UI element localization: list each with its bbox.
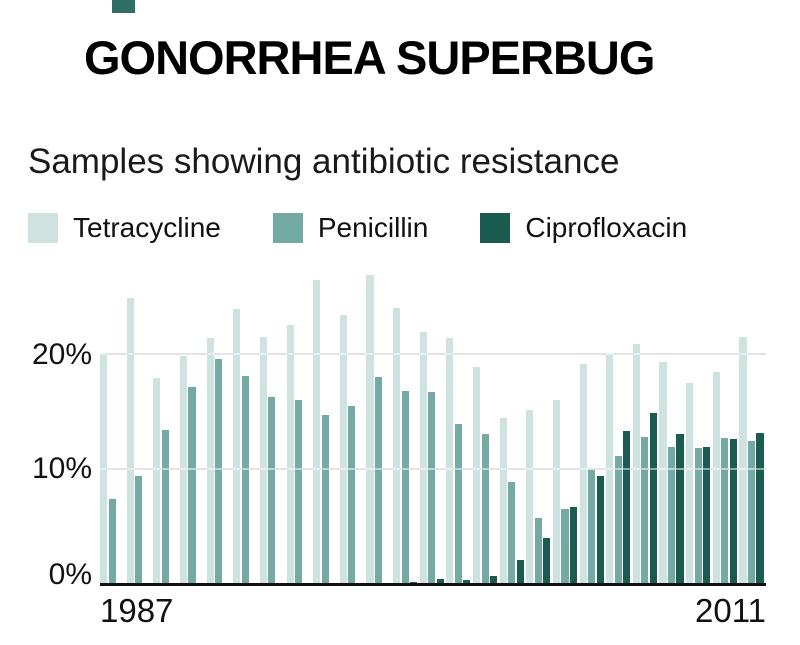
- bar-ciprofloxacin-2011: [756, 433, 764, 585]
- penicillin-swatch-icon: [272, 213, 303, 243]
- x-tick-1987: 1987: [100, 592, 174, 629]
- bar-tetracycline-2000: [446, 337, 454, 585]
- bar-penicillin-2006: [614, 456, 622, 585]
- bar-tetracycline-2004: [552, 399, 561, 585]
- legend-item-penicillin: Penicillin: [272, 212, 429, 244]
- bar-ciprofloxacin-2004: [569, 506, 578, 585]
- bar-penicillin-2008: [667, 447, 676, 585]
- bar-tetracycline-2007: [632, 343, 640, 585]
- bar-ciprofloxacin-2002: [516, 559, 524, 585]
- bar-penicillin-1989: [161, 429, 169, 585]
- bar-tetracycline-1988: [126, 297, 134, 585]
- bar-tetracycline-2001: [473, 366, 481, 585]
- bar-tetracycline-1993: [259, 336, 267, 585]
- bar-penicillin-1995: [321, 414, 329, 585]
- bar-penicillin-1991: [215, 358, 223, 585]
- bar-penicillin-2007: [641, 436, 649, 585]
- legend-label: Penicillin: [317, 212, 429, 243]
- bar-penicillin-1988: [135, 475, 143, 585]
- bar-ciprofloxacin-2007: [649, 412, 657, 585]
- bar-ciprofloxacin-2005: [596, 475, 604, 585]
- plot-area: [100, 270, 766, 586]
- bar-tetracycline-2008: [659, 362, 667, 585]
- bar-penicillin-2001: [481, 434, 489, 585]
- bar-penicillin-1993: [268, 396, 276, 585]
- bar-penicillin-1987: [108, 498, 116, 585]
- gridline-10-overlay: [100, 468, 766, 470]
- bar-penicillin-2011: [747, 441, 756, 585]
- bar-penicillin-2009: [694, 448, 702, 585]
- legend-item-tetracycline: Tetracycline: [28, 212, 221, 244]
- x-tick-2011: 2011: [695, 592, 766, 629]
- bar-tetracycline-1998: [393, 307, 401, 585]
- chart-title: GONORRHEA SUPERBUG: [84, 31, 655, 84]
- bar-penicillin-2004: [561, 509, 569, 585]
- bar-tetracycline-2009: [686, 382, 694, 585]
- bar-ciprofloxacin-2009: [703, 447, 711, 585]
- bar-tetracycline-1989: [153, 378, 161, 585]
- bar-tetracycline-2005: [579, 364, 587, 585]
- brand-mark: [112, 0, 135, 13]
- bar-penicillin-2003: [534, 518, 542, 585]
- bar-tetracycline-1996: [339, 314, 347, 585]
- y-tick-0: 0%: [48, 558, 92, 591]
- legend-item-ciprofloxacin: Ciprofloxacin: [480, 212, 687, 244]
- bar-penicillin-2000: [454, 424, 462, 585]
- bar-ciprofloxacin-2006: [623, 430, 631, 585]
- bar-penicillin-1999: [428, 391, 436, 585]
- bar-ciprofloxacin-2001: [490, 575, 498, 585]
- bar-penicillin-2005: [588, 470, 596, 585]
- chart-subtitle: Samples showing antibiotic resistance: [28, 142, 620, 181]
- legend-label: Ciprofloxacin: [525, 212, 688, 243]
- tetracycline-swatch-icon: [28, 213, 58, 243]
- bar-tetracycline-1992: [233, 309, 241, 585]
- bar-tetracycline-1997: [366, 274, 374, 585]
- bar-ciprofloxacin-2003: [543, 537, 551, 585]
- bar-ciprofloxacin-2008: [676, 434, 684, 585]
- bar-penicillin-1990: [188, 387, 196, 585]
- bar-tetracycline-1991: [206, 337, 214, 585]
- x-axis-baseline: [100, 583, 766, 586]
- bar-ciprofloxacin-1999: [436, 579, 444, 585]
- legend-label: Tetracycline: [73, 212, 221, 243]
- bar-ciprofloxacin-2000: [463, 580, 471, 585]
- ciprofloxacin-swatch-icon: [480, 213, 511, 243]
- bar-tetracycline-2011: [739, 336, 747, 585]
- bar-tetracycline-2002: [499, 418, 507, 585]
- gridline-20-overlay: [100, 353, 766, 355]
- bar-ciprofloxacin-2010: [729, 439, 737, 585]
- bar-penicillin-1996: [348, 405, 356, 585]
- bar-tetracycline-1994: [286, 325, 294, 585]
- bar-tetracycline-1999: [419, 332, 427, 585]
- bar-penicillin-1992: [241, 375, 249, 585]
- bar-tetracycline-2003: [526, 410, 534, 585]
- bar-penicillin-2002: [508, 481, 516, 585]
- bar-penicillin-1998: [401, 390, 409, 585]
- bar-tetracycline-1995: [313, 280, 321, 585]
- bar-penicillin-2010: [721, 437, 729, 585]
- bar-tetracycline-2010: [712, 372, 720, 585]
- bar-tetracycline-1990: [179, 356, 188, 585]
- y-tick-10: 10%: [31, 452, 92, 485]
- legend: Tetracycline Penicillin Ciprofloxacin: [28, 212, 687, 244]
- bar-penicillin-1997: [374, 376, 383, 585]
- y-tick-20: 20%: [31, 338, 92, 371]
- bar-penicillin-1994: [295, 399, 303, 585]
